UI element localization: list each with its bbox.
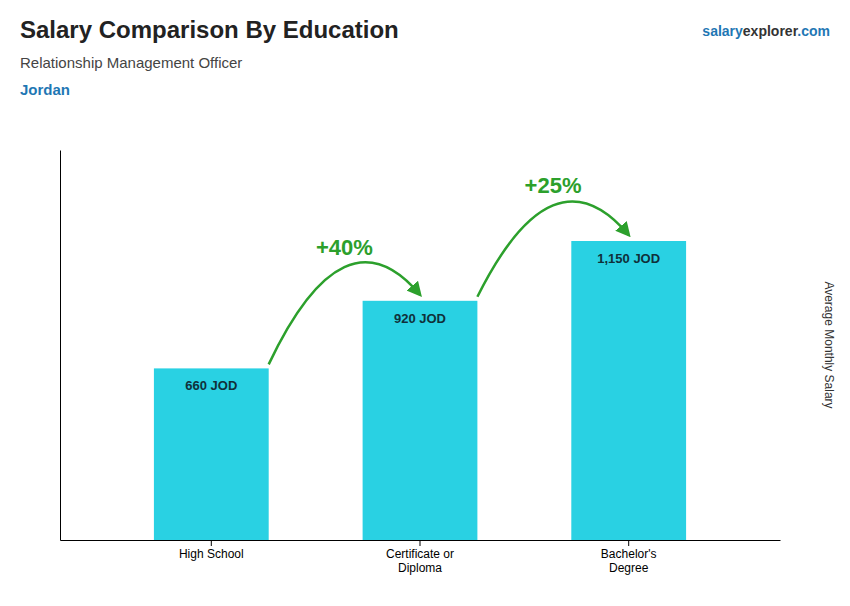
x-tick: Bachelor'sDegree [601,540,657,575]
bar [363,301,478,540]
x-tick-mark [420,540,421,546]
data-label: 660 JOD [185,378,237,393]
x-tick-label: High School [179,547,244,561]
arrow [269,262,420,364]
chart: Salary Comparison By Education Relationsh… [0,0,850,606]
bar [571,241,686,540]
x-tick-label-line: Bachelor's [601,547,657,561]
x-tick-label-line: Certificate or [386,547,454,561]
subtitle: Relationship Management Officer [20,54,242,71]
data-label: 920 JOD [394,311,446,326]
percent-change: +40% [316,235,373,260]
bars [154,241,686,540]
x-tick-label-line: High School [179,547,244,561]
annotations: +40% +25% [269,173,629,364]
x-tick-label: Certificate orDiploma [386,547,454,575]
y-axis-line [60,151,61,541]
data-label: 1,150 JOD [597,251,660,266]
website-part: salary [702,23,743,39]
x-tick-mark [211,540,212,546]
arrow [477,202,628,297]
x-tick: Certificate orDiploma [386,540,454,575]
x-tick-mark [628,540,629,546]
y-axis-title: Average Monthly Salary [822,281,836,408]
data-labels: 660 JOD 920 JOD 1,150 JOD [185,251,660,393]
x-tick: High School [179,540,244,561]
title: Salary Comparison By Education [20,16,399,43]
x-tick-label-line: Diploma [398,561,442,575]
country: Jordan [20,81,70,98]
x-tick-label-line: Degree [609,561,649,575]
website-part: explorer [743,23,799,39]
percent-change: +25% [525,173,582,198]
x-tick-label: Bachelor'sDegree [601,547,657,575]
y-axis [60,151,61,541]
website: salaryexplorer.com [702,23,830,39]
bar [154,368,269,540]
x-axis: High School Certificate orDiploma Bachelor… [61,540,781,575]
website-part: .com [797,23,830,39]
